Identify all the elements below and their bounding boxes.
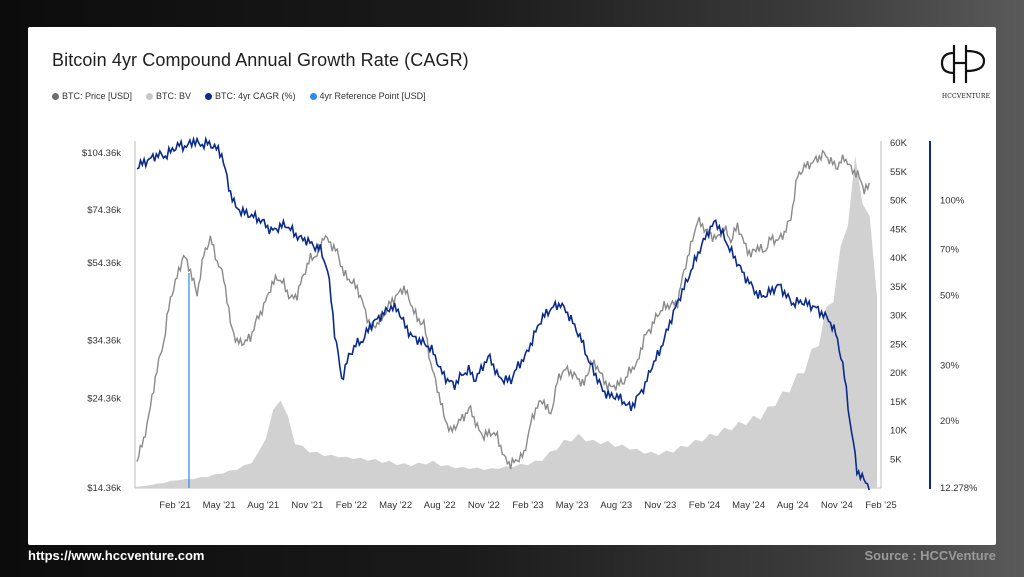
y-mid-tick: 30K [890, 311, 908, 322]
footer-source: Source : HCCVenture [864, 548, 996, 563]
x-tick: Feb '21 [159, 500, 190, 511]
chart-legend: BTC: Price [USD] BTC: BV BTC: 4yr CAGR (… [52, 91, 426, 101]
x-tick: Feb '22 [336, 500, 367, 511]
y-mid-tick: 45K [890, 224, 908, 235]
legend-bv-swatch [146, 92, 154, 100]
legend-price-label: BTC: Price [USD] [62, 91, 133, 101]
chart-title: Bitcoin 4yr Compound Annual Growth Rate … [52, 50, 469, 70]
y-left-tick: $54.36k [87, 258, 121, 269]
y-mid-tick: 20K [890, 368, 908, 379]
legend-price[interactable]: BTC: Price [USD] [52, 91, 132, 101]
x-tick: Aug '24 [777, 500, 809, 511]
chart-plot: $104.36k $74.36k $54.36k $34.36k $24.36k $14.… [82, 135, 978, 511]
x-tick: Feb '24 [689, 500, 720, 511]
y-left-tick: $74.36k [87, 205, 121, 216]
legend-ref-swatch [309, 92, 317, 100]
brand-logo-text: HCCVENTURE [941, 93, 991, 100]
x-tick: Nov '22 [468, 500, 500, 511]
y-right-tick: 12.278% [940, 483, 978, 494]
y-right-tick: 50% [940, 291, 960, 302]
x-tick: Nov '21 [291, 500, 323, 511]
legend-ref-label: 4yr Reference Point [USD] [319, 91, 426, 101]
y-right-tick: 100% [940, 196, 965, 207]
y-right-tick: 30% [940, 361, 960, 372]
y-mid-tick: 25K [890, 339, 908, 350]
x-tick: May '21 [203, 500, 236, 511]
x-tick: Nov '24 [821, 500, 853, 511]
y-mid-tick: 35K [890, 282, 908, 293]
y-mid-tick: 5K [890, 454, 902, 465]
x-tick: May '22 [379, 500, 412, 511]
x-tick: May '23 [556, 500, 589, 511]
series-cagr-line [136, 135, 870, 491]
y-left-tick: $24.36k [87, 394, 121, 405]
legend-bv[interactable]: BTC: BV [146, 91, 191, 101]
y-mid-tick: 60K [890, 138, 908, 149]
y-mid-tick: 10K [890, 426, 908, 437]
legend-cagr[interactable]: BTC: 4yr CAGR (%) [205, 91, 296, 101]
x-tick: Aug '21 [247, 500, 279, 511]
x-tick: Aug '22 [424, 500, 456, 511]
footer-url[interactable]: https://www.hccventure.com [28, 548, 205, 563]
legend-cagr-swatch [205, 92, 213, 100]
y-mid-tick: 15K [890, 397, 908, 408]
series-price-line [136, 149, 870, 470]
x-tick: Nov '23 [644, 500, 676, 511]
y-right-tick: 20% [940, 416, 960, 427]
y-left-tick: $14.36k [87, 483, 121, 494]
brand-logo: HCCVENTURE [940, 41, 992, 103]
legend-price-swatch [52, 92, 59, 100]
y-left-tick: $104.36k [82, 148, 121, 159]
y-mid-tick: 40K [890, 253, 908, 264]
x-tick: May '24 [732, 500, 765, 511]
x-tick: Feb '25 [865, 500, 896, 511]
y-right-tick: 70% [940, 244, 960, 255]
legend-cagr-label: BTC: 4yr CAGR (%) [215, 91, 296, 101]
legend-bv-label: BTC: BV [156, 91, 192, 101]
y-mid-tick: 50K [890, 196, 908, 207]
y-left-tick: $34.36k [87, 336, 121, 347]
y-mid-tick: 55K [890, 167, 908, 178]
legend-ref[interactable]: 4yr Reference Point [USD] [309, 91, 426, 101]
x-tick: Feb '23 [512, 500, 543, 511]
brand-logo-icon [940, 45, 986, 83]
chart-card: Bitcoin 4yr Compound Annual Growth Rate … [28, 27, 996, 545]
series-bv-area [135, 155, 877, 488]
x-tick: Aug '23 [600, 500, 632, 511]
